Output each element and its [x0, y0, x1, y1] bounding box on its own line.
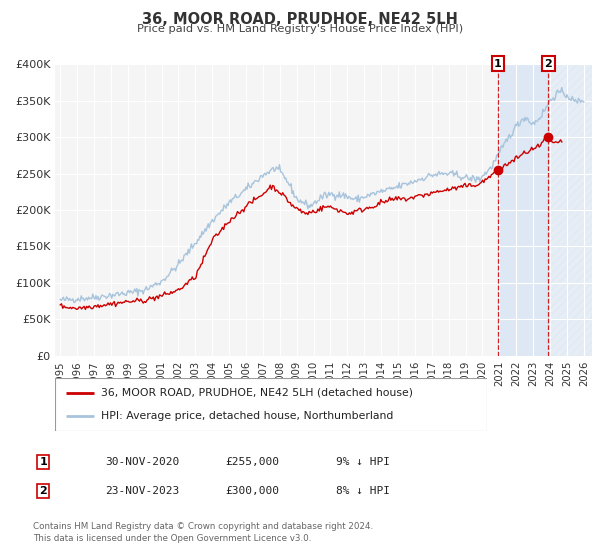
Text: Contains HM Land Registry data © Crown copyright and database right 2024.
This d: Contains HM Land Registry data © Crown c…: [33, 522, 373, 543]
Text: 8% ↓ HPI: 8% ↓ HPI: [336, 486, 390, 496]
Text: 36, MOOR ROAD, PRUDHOE, NE42 5LH (detached house): 36, MOOR ROAD, PRUDHOE, NE42 5LH (detach…: [101, 388, 413, 398]
Text: £255,000: £255,000: [225, 457, 279, 467]
Text: 2: 2: [544, 59, 552, 69]
Text: 1: 1: [40, 457, 47, 467]
Text: 2: 2: [40, 486, 47, 496]
Text: Price paid vs. HM Land Registry's House Price Index (HPI): Price paid vs. HM Land Registry's House …: [137, 24, 463, 34]
Text: 30-NOV-2020: 30-NOV-2020: [105, 457, 179, 467]
Text: 1: 1: [494, 59, 502, 69]
Text: 36, MOOR ROAD, PRUDHOE, NE42 5LH: 36, MOOR ROAD, PRUDHOE, NE42 5LH: [142, 12, 458, 27]
Text: £300,000: £300,000: [225, 486, 279, 496]
Text: 9% ↓ HPI: 9% ↓ HPI: [336, 457, 390, 467]
Bar: [548, 64, 592, 356]
Text: HPI: Average price, detached house, Northumberland: HPI: Average price, detached house, Nort…: [101, 411, 393, 421]
FancyBboxPatch shape: [55, 378, 487, 431]
Bar: [498, 64, 548, 356]
Text: 23-NOV-2023: 23-NOV-2023: [105, 486, 179, 496]
